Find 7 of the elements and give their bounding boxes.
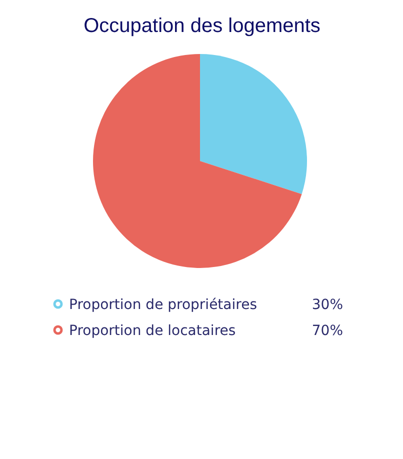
data-label: 70% [312,323,343,339]
data-label: 30% [312,297,343,313]
legend-label: Proportion de locataires [69,323,236,339]
pie-slice [93,54,302,268]
pie-slice [200,54,307,194]
legend-label: Proportion de propriétaires [69,297,257,313]
chart-title: Occupation des logements [84,15,320,37]
